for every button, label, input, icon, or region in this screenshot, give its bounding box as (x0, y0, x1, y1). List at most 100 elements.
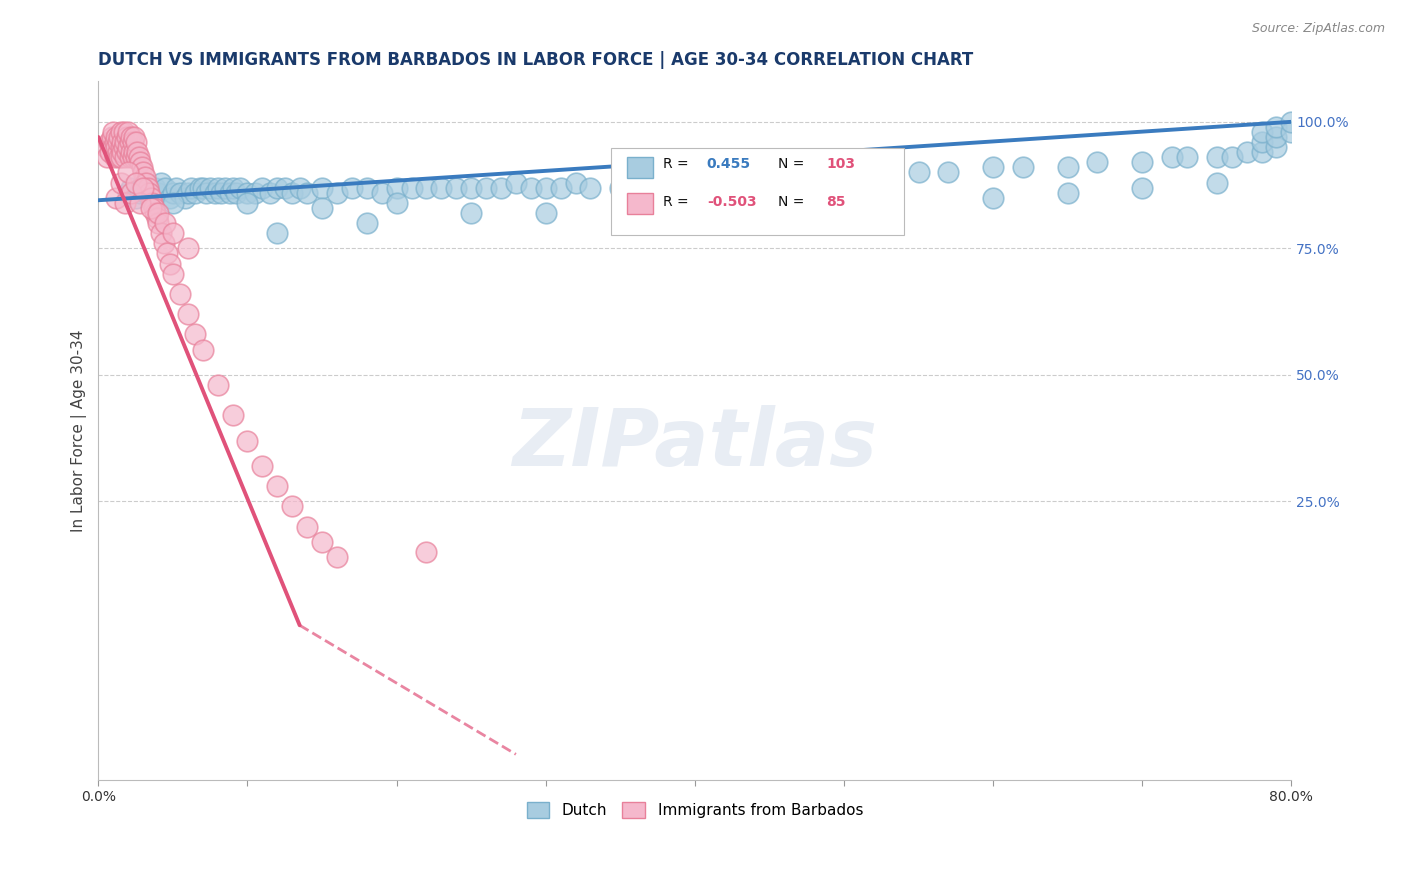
Point (124, 135, 146, 149)
Point (103, 140, 125, 154)
Legend: Dutch, Immigrants from Barbados: Dutch, Immigrants from Barbados (520, 797, 869, 824)
Point (907, 165, 929, 179)
Point (159, 256, 181, 270)
Point (173, 191, 195, 205)
Point (162, 186, 184, 200)
Point (122, 130, 145, 145)
Point (288, 180, 311, 194)
Point (184, 186, 207, 200)
Point (120, 186, 142, 200)
Text: N =: N = (779, 195, 808, 209)
Point (938, 165, 960, 179)
Point (281, 500, 304, 514)
Point (143, 206, 166, 220)
Point (460, 180, 482, 194)
Point (194, 186, 217, 200)
Point (94, 140, 117, 154)
Point (129, 186, 152, 200)
Point (159, 191, 181, 205)
Point (132, 180, 155, 194)
Point (191, 343, 214, 357)
Point (489, 180, 512, 194)
Point (326, 549, 349, 564)
Point (115, 145, 138, 160)
Point (1012, 161, 1035, 175)
Point (221, 180, 243, 194)
Point (124, 150, 146, 164)
Point (728, 176, 751, 190)
Point (243, 186, 266, 200)
Point (129, 195, 152, 210)
Bar (627, 193, 654, 214)
Point (1056, 161, 1078, 175)
Point (169, 186, 191, 200)
Point (1161, 150, 1184, 164)
Point (311, 201, 333, 215)
Bar (627, 157, 654, 178)
Point (1087, 155, 1109, 169)
Point (188, 180, 211, 194)
Point (105, 140, 128, 154)
Point (110, 150, 132, 164)
Point (110, 176, 132, 190)
Point (221, 409, 243, 423)
Point (1250, 125, 1272, 139)
Point (153, 236, 176, 251)
Point (118, 150, 141, 164)
Point (143, 180, 166, 194)
Text: -0.503: -0.503 (707, 195, 756, 209)
Point (1265, 140, 1288, 154)
Point (266, 226, 288, 240)
Point (229, 180, 252, 194)
Point (120, 145, 142, 160)
Point (1250, 135, 1272, 149)
Point (356, 216, 378, 230)
Point (136, 180, 159, 194)
Point (370, 186, 392, 200)
Point (505, 176, 527, 190)
Point (138, 186, 160, 200)
Point (475, 180, 498, 194)
Point (146, 216, 169, 230)
Text: ZIPatlas: ZIPatlas (512, 406, 877, 483)
Point (162, 267, 184, 281)
Point (127, 145, 149, 160)
Point (112, 125, 135, 139)
Point (162, 226, 184, 240)
Point (115, 130, 138, 145)
Point (204, 186, 226, 200)
Point (534, 180, 557, 194)
Text: DUTCH VS IMMIGRANTS FROM BARBADOS IN LABOR FORCE | AGE 30-34 CORRELATION CHART: DUTCH VS IMMIGRANTS FROM BARBADOS IN LAB… (98, 51, 973, 69)
Point (1175, 150, 1198, 164)
Point (832, 201, 855, 215)
Point (236, 186, 259, 200)
Point (118, 135, 141, 149)
Point (274, 180, 297, 194)
Point (713, 176, 735, 190)
Text: 0.455: 0.455 (707, 157, 751, 170)
Point (114, 135, 136, 149)
Point (311, 534, 333, 549)
Point (252, 180, 274, 194)
Point (415, 545, 437, 559)
Point (104, 135, 127, 149)
Point (259, 186, 281, 200)
Point (207, 378, 229, 392)
Text: R =: R = (662, 157, 693, 170)
Text: R =: R = (662, 195, 693, 209)
Point (340, 180, 363, 194)
Point (266, 479, 288, 493)
Point (132, 176, 155, 190)
Point (326, 186, 349, 200)
Point (1236, 145, 1258, 160)
Point (207, 180, 229, 194)
Point (1205, 176, 1227, 190)
Point (534, 206, 557, 220)
Y-axis label: In Labor Force | Age 30-34: In Labor Force | Age 30-34 (72, 329, 87, 532)
Point (97, 135, 120, 149)
Text: N =: N = (779, 157, 808, 170)
Point (98, 145, 121, 160)
Point (108, 130, 131, 145)
Point (1130, 155, 1153, 169)
Point (124, 191, 146, 205)
